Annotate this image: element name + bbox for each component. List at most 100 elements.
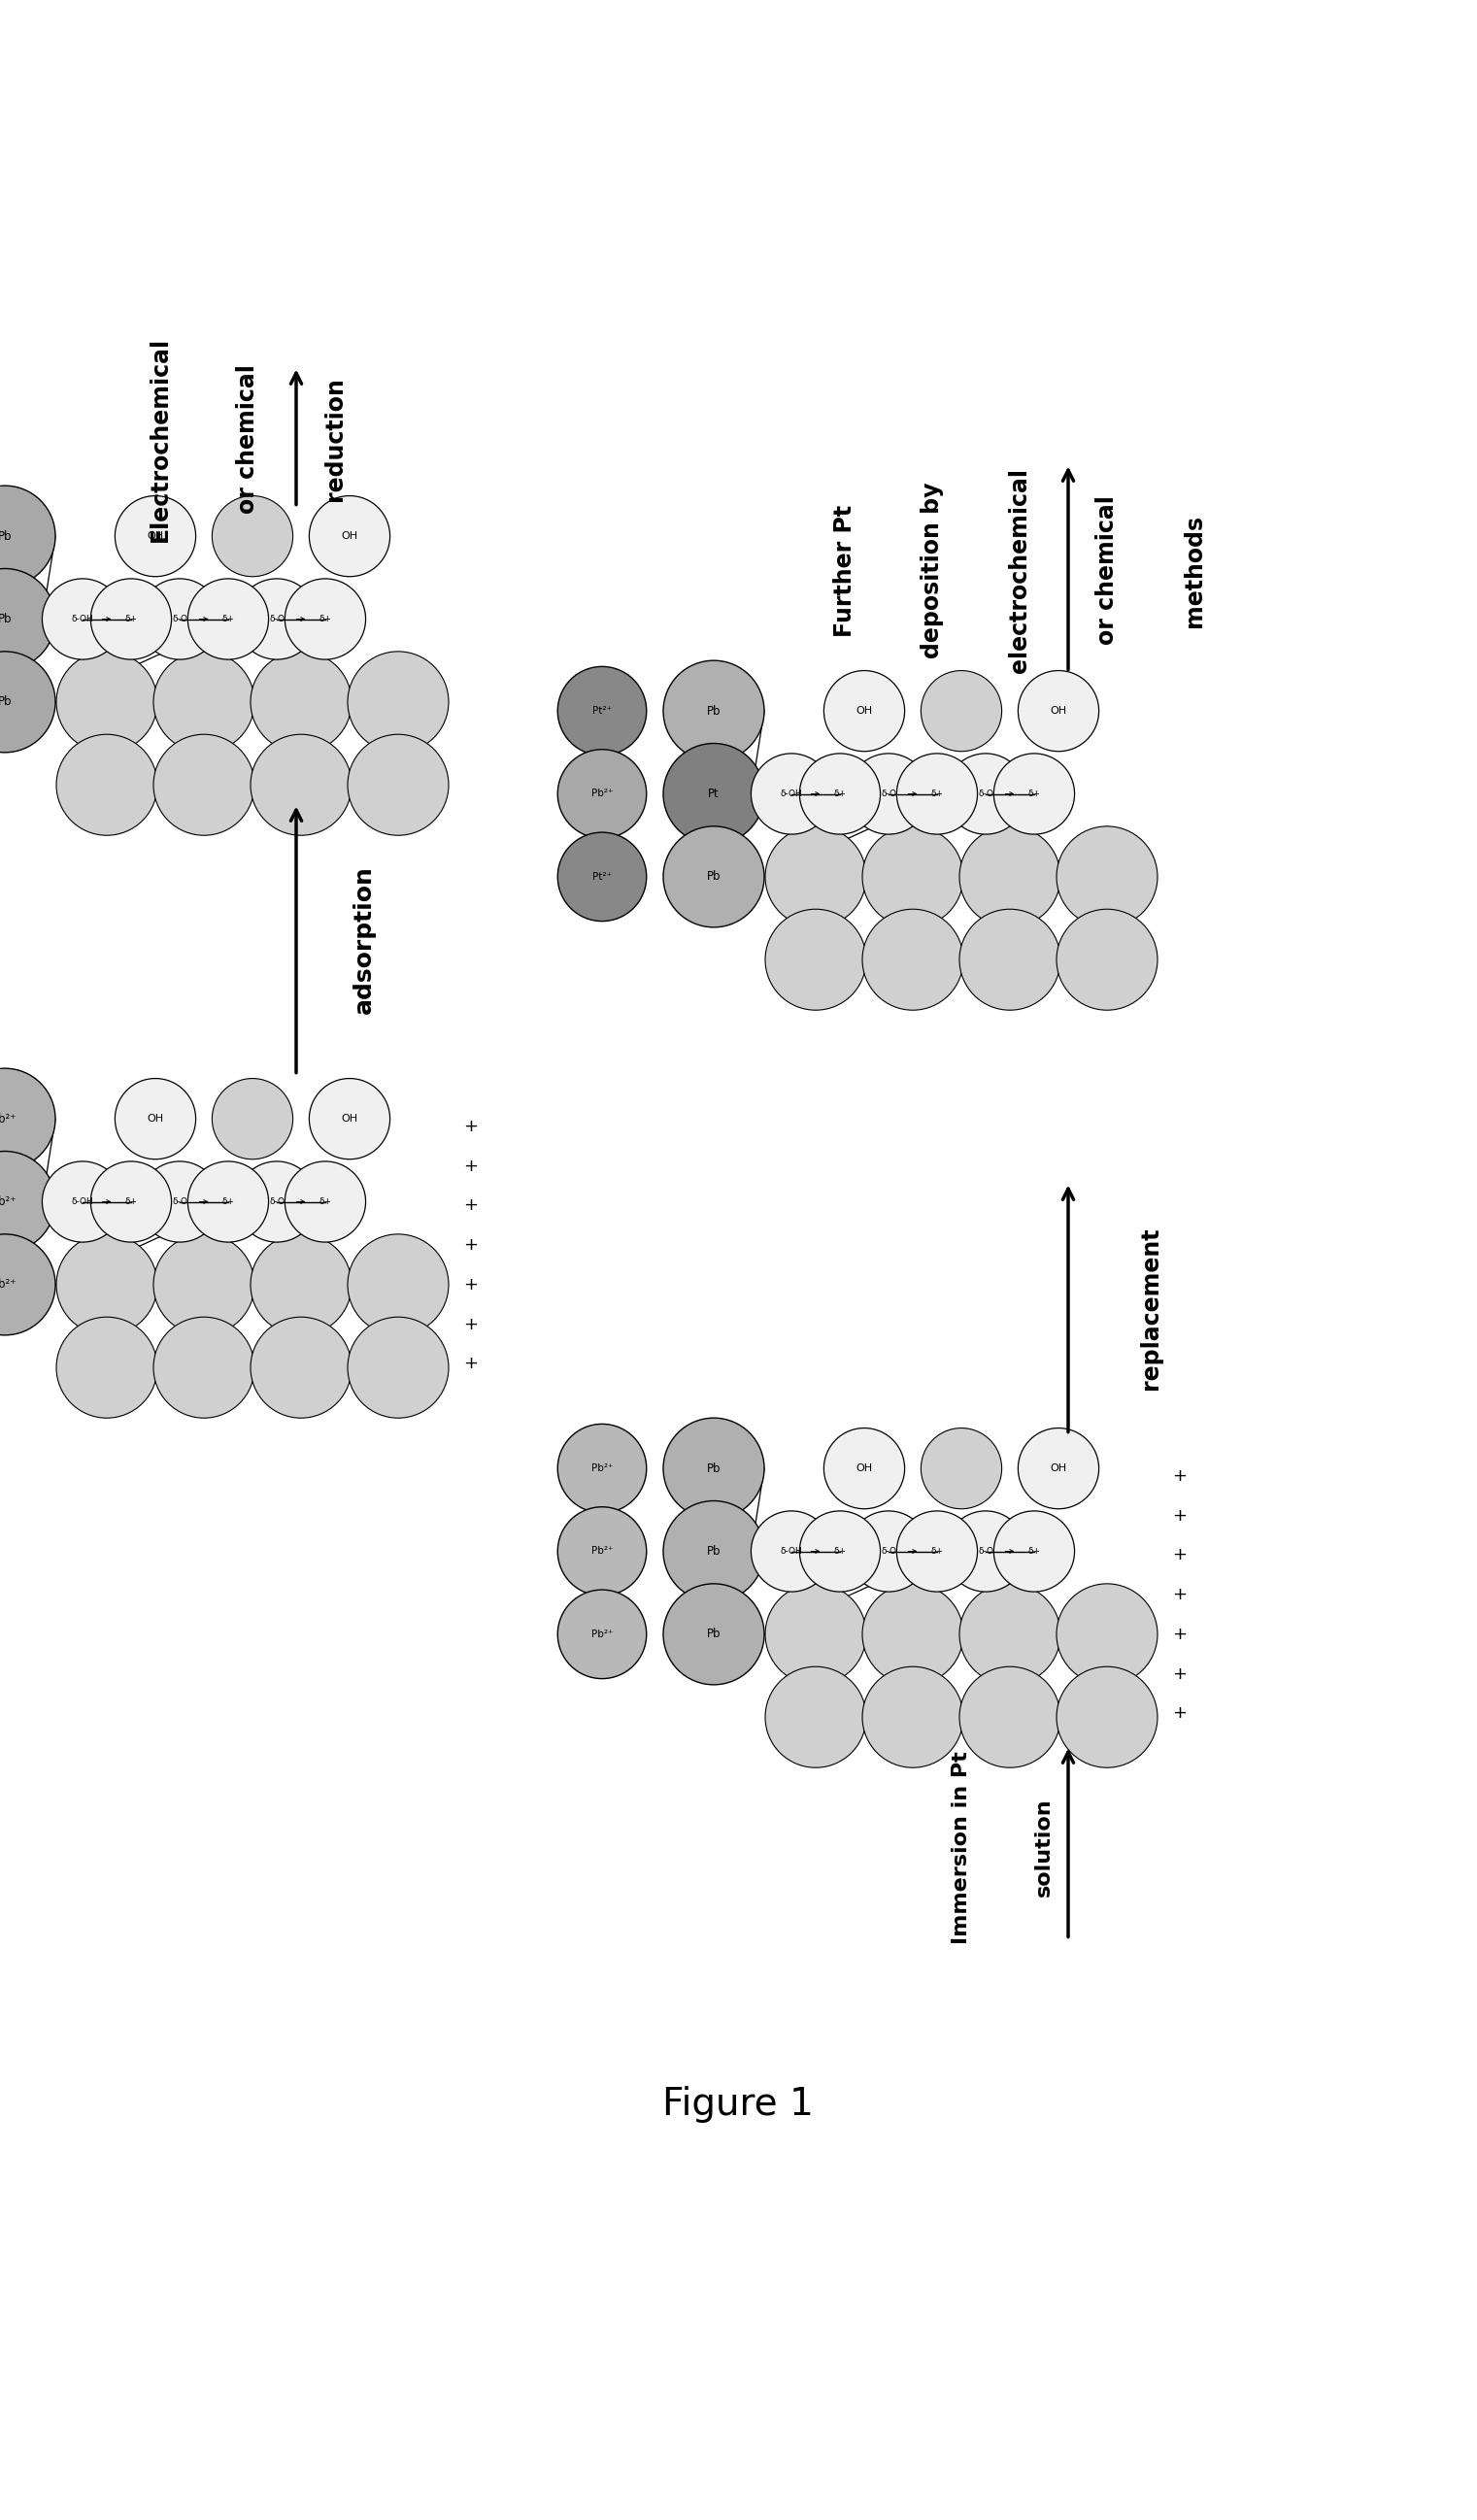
Text: δ+: δ+ xyxy=(1028,789,1040,799)
Circle shape xyxy=(994,1512,1075,1593)
Circle shape xyxy=(251,1235,352,1336)
Text: Pb²⁺: Pb²⁺ xyxy=(591,789,613,799)
Circle shape xyxy=(663,743,764,844)
Circle shape xyxy=(663,827,764,927)
Circle shape xyxy=(752,1512,832,1593)
Circle shape xyxy=(251,1318,352,1419)
Circle shape xyxy=(154,733,254,834)
Circle shape xyxy=(43,1162,123,1242)
Circle shape xyxy=(0,653,55,753)
Text: Pt²⁺: Pt²⁺ xyxy=(592,706,611,716)
Circle shape xyxy=(56,733,158,834)
Circle shape xyxy=(188,1162,269,1242)
Text: δ-O: δ-O xyxy=(880,789,897,799)
Text: δ+: δ+ xyxy=(833,789,846,799)
Circle shape xyxy=(960,827,1060,927)
Circle shape xyxy=(0,486,55,587)
Circle shape xyxy=(251,653,352,753)
Circle shape xyxy=(663,1583,764,1686)
Circle shape xyxy=(154,1235,254,1336)
Text: δ-O: δ-O xyxy=(171,615,188,622)
Circle shape xyxy=(154,653,254,753)
Text: +: + xyxy=(1173,1704,1188,1721)
Circle shape xyxy=(960,1583,1060,1686)
Text: OH: OH xyxy=(857,1464,873,1474)
Text: replacement: replacement xyxy=(1139,1227,1162,1391)
Text: OH: OH xyxy=(148,532,164,542)
Circle shape xyxy=(309,496,390,577)
Circle shape xyxy=(558,668,647,756)
Text: δ-OH: δ-OH xyxy=(780,789,802,799)
Text: δ+: δ+ xyxy=(124,615,137,622)
Circle shape xyxy=(309,1079,390,1159)
Text: δ-OH: δ-OH xyxy=(71,615,93,622)
Circle shape xyxy=(285,580,366,660)
Text: δ-O: δ-O xyxy=(269,1197,285,1207)
Text: δ-O: δ-O xyxy=(171,1197,188,1207)
Text: δ+: δ+ xyxy=(1028,1547,1040,1555)
Text: Pb: Pb xyxy=(0,696,12,708)
Text: or chemical: or chemical xyxy=(1096,496,1118,645)
Circle shape xyxy=(1056,827,1158,927)
Text: Pb²⁺: Pb²⁺ xyxy=(0,1194,18,1207)
Text: +: + xyxy=(464,1356,479,1373)
Circle shape xyxy=(799,1512,880,1593)
Text: OH: OH xyxy=(857,706,873,716)
Circle shape xyxy=(922,1429,1001,1509)
Circle shape xyxy=(897,753,978,834)
Circle shape xyxy=(765,1666,866,1767)
Text: +: + xyxy=(1173,1585,1188,1603)
Circle shape xyxy=(251,733,352,834)
Text: δ+: δ+ xyxy=(319,615,331,622)
Circle shape xyxy=(752,753,832,834)
Text: +: + xyxy=(464,1275,479,1293)
Circle shape xyxy=(0,570,55,670)
Circle shape xyxy=(945,753,1027,834)
Circle shape xyxy=(347,653,449,753)
Circle shape xyxy=(663,1502,764,1603)
Text: OH: OH xyxy=(341,532,357,542)
Text: δ-O: δ-O xyxy=(978,1547,994,1555)
Text: Pb²⁺: Pb²⁺ xyxy=(591,1464,613,1474)
Text: Immersion in Pt: Immersion in Pt xyxy=(951,1751,970,1943)
Text: +: + xyxy=(1173,1547,1188,1565)
Circle shape xyxy=(765,910,866,1011)
Text: Electrochemical: Electrochemical xyxy=(149,338,171,542)
Circle shape xyxy=(558,1507,647,1595)
Text: δ+: δ+ xyxy=(319,1197,331,1207)
Text: +: + xyxy=(1173,1666,1188,1683)
Text: OH: OH xyxy=(341,1114,357,1124)
Circle shape xyxy=(0,1152,55,1252)
Circle shape xyxy=(90,1162,171,1242)
Circle shape xyxy=(115,1079,196,1159)
Text: +: + xyxy=(464,1119,479,1134)
Circle shape xyxy=(1056,910,1158,1011)
Circle shape xyxy=(945,1512,1027,1593)
Circle shape xyxy=(848,1512,929,1593)
Text: Pb: Pb xyxy=(0,612,12,625)
Circle shape xyxy=(139,1162,220,1242)
Circle shape xyxy=(0,1068,55,1169)
Circle shape xyxy=(0,1235,55,1336)
Text: Pb: Pb xyxy=(706,706,721,718)
Text: δ+: δ+ xyxy=(931,789,944,799)
Text: Pb²⁺: Pb²⁺ xyxy=(591,1630,613,1638)
Text: Pb: Pb xyxy=(0,529,12,542)
Text: Figure 1: Figure 1 xyxy=(662,2087,814,2124)
Text: adsorption: adsorption xyxy=(353,864,375,1013)
Circle shape xyxy=(558,748,647,839)
Text: Pb²⁺: Pb²⁺ xyxy=(0,1111,18,1124)
Circle shape xyxy=(994,753,1075,834)
Text: δ-OH: δ-OH xyxy=(780,1547,802,1555)
Circle shape xyxy=(824,670,904,751)
Text: OH: OH xyxy=(148,1114,164,1124)
Circle shape xyxy=(848,753,929,834)
Circle shape xyxy=(56,1318,158,1419)
Circle shape xyxy=(765,1583,866,1686)
Circle shape xyxy=(285,1162,366,1242)
Circle shape xyxy=(863,910,963,1011)
Text: δ+: δ+ xyxy=(931,1547,944,1555)
Text: δ+: δ+ xyxy=(833,1547,846,1555)
Circle shape xyxy=(43,580,123,660)
Circle shape xyxy=(188,580,269,660)
